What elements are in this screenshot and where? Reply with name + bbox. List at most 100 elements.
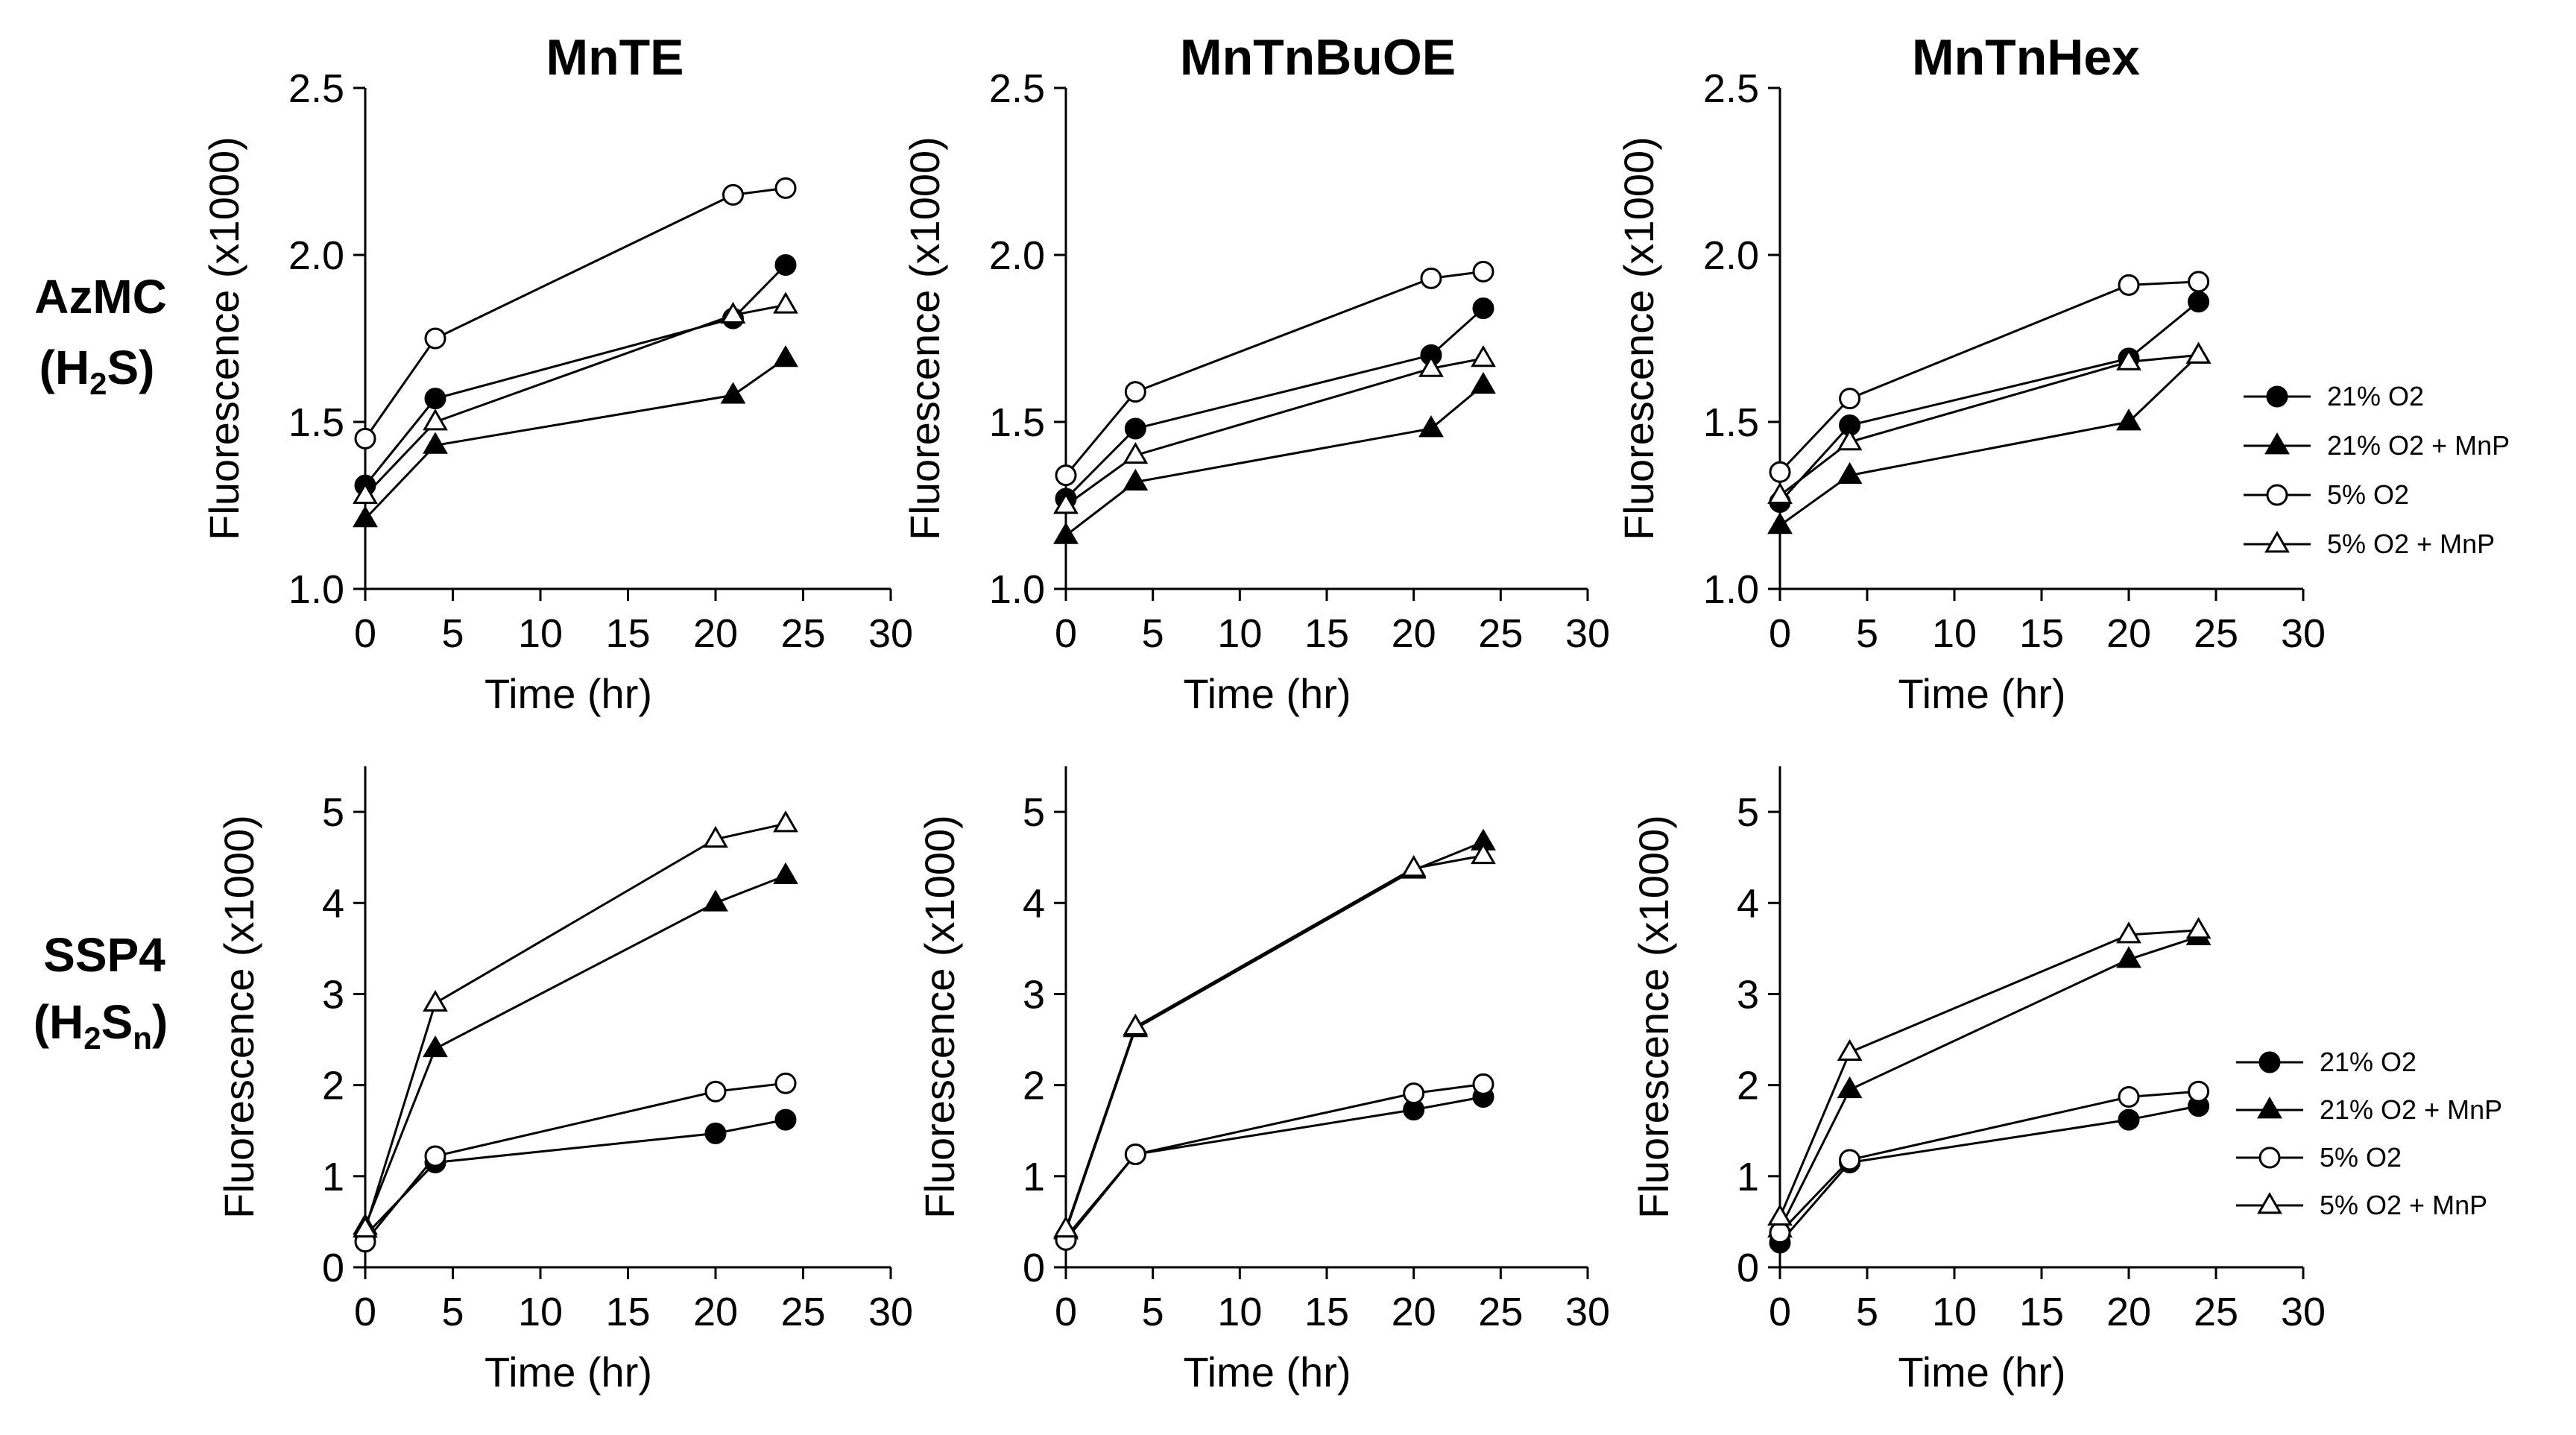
series-line-21-o2: [1778, 1105, 2199, 1243]
legend-marker-open-triangle: [2257, 1192, 2282, 1214]
data-point-5-o2: [2188, 271, 2210, 293]
x-tick-label: 30: [868, 611, 913, 656]
y-tick-label: 1.0: [1703, 567, 1759, 612]
series-line-21-o2-mnp: [364, 357, 786, 520]
legend-label: 5% O2 + MnP: [2320, 1190, 2487, 1220]
data-point-21-o2: [704, 1122, 727, 1144]
x-tick-label: 15: [2019, 611, 2064, 656]
y-tick-label: 2.0: [1703, 233, 1759, 278]
data-point-5-o2: [1055, 464, 1077, 487]
data-point-5-o2-mnp: [2116, 348, 2141, 370]
data-point-21-o2: [2118, 1108, 2140, 1131]
data-point-5-o2-mnp: [1053, 492, 1079, 514]
data-point-5-o2: [774, 1072, 797, 1094]
x-tick-label: 15: [605, 1290, 650, 1334]
data-point-5-o2-mnp: [1471, 842, 1496, 865]
series-5-o2: [1064, 270, 1484, 476]
x-tick-label: 0: [354, 611, 376, 656]
data-point-5-o2: [1403, 1082, 1425, 1105]
data-point-5-o2-mnp: [1837, 429, 1863, 451]
data-point-5-o2-mnp: [1767, 1203, 1793, 1226]
data-point-21-o2-mnp: [423, 432, 448, 454]
x-tick-label: 10: [518, 1290, 563, 1334]
y-tick-label: 1: [1023, 1155, 1045, 1199]
data-point-21-o2-mnp: [1837, 1076, 1863, 1099]
series-21-o2-mnp: [1065, 384, 1484, 537]
series-line-21-o2: [1778, 300, 2200, 503]
data-point-5-o2: [704, 1080, 727, 1103]
x-tick-label: 20: [2106, 1290, 2151, 1334]
series-21-o2: [1778, 300, 2200, 503]
y-tick-label: 1.5: [1703, 400, 1759, 445]
series-21-o2: [1778, 1105, 2199, 1243]
data-point-5-o2-mnp: [423, 409, 448, 431]
series-line-5-o2: [364, 186, 786, 440]
data-point-5-o2: [2118, 274, 2140, 296]
data-point-21-o2-mnp: [423, 1035, 448, 1058]
x-tick-label: 5: [1856, 611, 1878, 656]
data-point-5-o2-mnp: [720, 301, 746, 324]
x-axis-title: Time (hr): [484, 670, 652, 717]
panel-azmc-mntnhex: 0 5 10 15 20 25 30 1.0 1.5 2.0 2.5 Time (hr) Fluores…: [1615, 66, 2326, 717]
data-point-5-o2-mnp: [2185, 917, 2212, 939]
data-point-5-o2: [1769, 461, 1791, 483]
data-point-21-o2: [2188, 291, 2210, 313]
series-line-21-o2: [364, 264, 787, 487]
data-point-21-o2-mnp: [773, 345, 798, 368]
data-point-21-o2-mnp: [720, 382, 746, 404]
x-tick-label: 5: [1856, 1290, 1878, 1334]
y-tick-label: 3: [1023, 972, 1045, 1017]
series-5-o2-mnp: [364, 822, 786, 1230]
series-line-21-o2: [1064, 1096, 1484, 1238]
row-label-azmc: AzMC: [34, 270, 167, 324]
series-21-o2-mnp: [364, 874, 786, 1227]
x-tick-label: 10: [1932, 1290, 1977, 1334]
data-point-5-o2: [354, 427, 376, 450]
data-point-21-o2: [774, 1108, 797, 1131]
y-tick-label: 5: [1023, 790, 1045, 835]
data-point-5-o2: [424, 1145, 446, 1167]
x-tick-label: 25: [1478, 1290, 1523, 1334]
series-5-o2: [364, 1082, 786, 1243]
x-tick-label: 0: [354, 1290, 376, 1334]
series-line-5-o2-mnp: [1064, 854, 1484, 1230]
y-tick-label: 2.5: [1703, 66, 1759, 111]
data-point-5-o2: [1472, 260, 1494, 283]
data-point-5-o2-mnp: [703, 825, 728, 848]
data-point-5-o2: [722, 183, 744, 206]
legend-marker-filled-triangle: [2257, 1097, 2282, 1119]
y-tick-label: 0: [1023, 1246, 1045, 1290]
data-point-21-o2-mnp: [1053, 522, 1079, 544]
y-tick-label: 0: [1737, 1246, 1759, 1290]
series-line-5-o2-mnp: [1065, 357, 1484, 507]
column-title-mnte: MnTE: [546, 29, 684, 86]
series-line-5-o2: [1778, 280, 2199, 473]
y-tick-label: 4: [322, 881, 344, 926]
data-point-21-o2-mnp: [2116, 409, 2141, 431]
x-tick-label: 0: [1769, 611, 1791, 656]
data-point-21-o2: [1124, 417, 1146, 440]
data-point-5-o2-mnp: [1767, 482, 1793, 504]
x-tick-label: 30: [1565, 611, 1610, 656]
series-21-o2: [1064, 1096, 1484, 1238]
y-axis-title: Fluorescence (x1000): [916, 815, 963, 1219]
panel-ssp4-mnte: 0 5 10 15 20 25 30 0 1 2 3 4 5 Time (hr) Fluorescence …: [215, 766, 913, 1395]
x-tick-label: 30: [1565, 1290, 1610, 1334]
data-point-5-o2: [1839, 1149, 1861, 1171]
series-line-5-o2: [364, 1082, 786, 1243]
legend-marker-open-circle: [2266, 484, 2288, 506]
column-title-mntnbuoe: MnTnBuOE: [1180, 29, 1456, 86]
data-point-5-o2-mnp: [423, 989, 448, 1012]
series-5-o2-mnp: [364, 303, 786, 496]
panel-ssp4-mntnbuoe: 0 5 10 15 20 25 30 0 1 2 3 4 5 Time (hr) Fluorescence …: [916, 766, 1610, 1395]
legend-label: 21% O2 + MnP: [2327, 430, 2510, 461]
y-tick-label: 1.0: [989, 567, 1045, 612]
x-tick-label: 25: [780, 1290, 825, 1334]
y-tick-label: 5: [322, 790, 344, 835]
data-point-5-o2-mnp: [1123, 441, 1149, 464]
legend-label: 5% O2 + MnP: [2327, 529, 2495, 559]
x-tick-label: 20: [693, 1290, 738, 1334]
data-point-21-o2-mnp: [353, 505, 378, 528]
